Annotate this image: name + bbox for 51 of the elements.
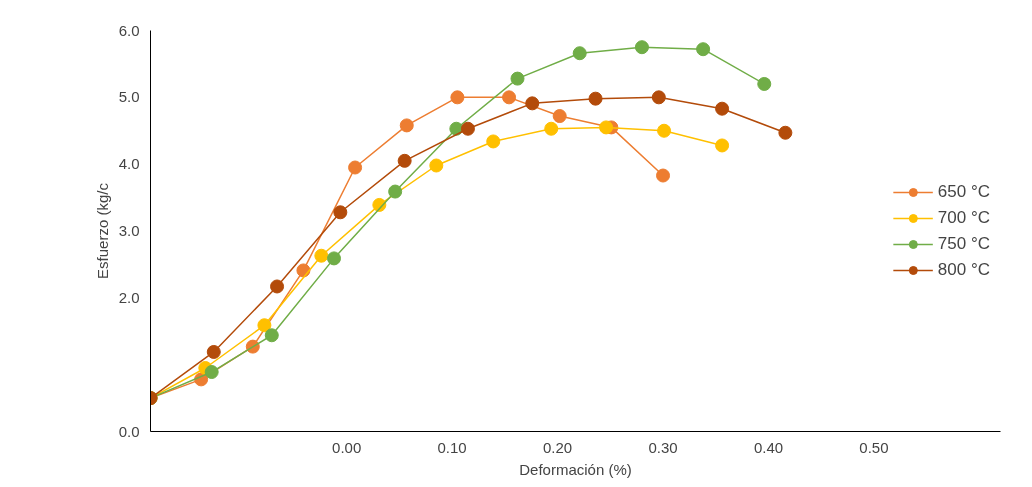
point	[397, 153, 412, 168]
point	[544, 121, 559, 136]
point	[510, 71, 525, 86]
point	[757, 76, 772, 91]
y-tick-label: 3.0	[118, 222, 140, 239]
legend-label: 650 °C	[937, 181, 990, 202]
legend-label: 700 °C	[937, 207, 990, 228]
x-tick-label: 0.40	[753, 438, 784, 456]
point	[206, 344, 221, 359]
point	[388, 184, 403, 199]
point	[502, 90, 517, 105]
point	[634, 40, 649, 55]
x-tick-label: 0.30	[648, 438, 678, 456]
y-tick-label: 4.0	[118, 155, 140, 173]
x-tick-label: 0.10	[437, 438, 467, 456]
point	[204, 365, 219, 380]
point	[257, 318, 272, 333]
point	[552, 109, 567, 124]
legend-label: 750 °C	[937, 233, 990, 254]
point	[399, 118, 414, 133]
point	[450, 90, 465, 105]
point	[696, 42, 711, 57]
point	[264, 328, 279, 343]
point	[778, 125, 793, 140]
legend-label: 800 °C	[937, 259, 990, 280]
point	[270, 279, 285, 294]
x-axis-title: Deformación (%)	[519, 460, 632, 478]
point	[656, 168, 671, 183]
point	[715, 101, 730, 116]
point	[314, 248, 329, 263]
point	[715, 138, 730, 153]
y-tick-label: 2.0	[118, 288, 140, 306]
x-tick-label: 0.20	[542, 438, 573, 456]
point	[572, 46, 587, 61]
point	[327, 251, 341, 266]
y-tick-label: 5.0	[118, 88, 140, 106]
point	[429, 158, 444, 173]
x-tick-label: 0.00	[332, 438, 362, 456]
point	[525, 96, 540, 111]
point	[333, 205, 348, 220]
x-tick-label: 0.50	[859, 438, 889, 456]
point	[588, 91, 603, 106]
point	[657, 123, 672, 138]
point	[599, 120, 614, 135]
point	[486, 134, 501, 149]
point	[460, 121, 475, 136]
y-tick-label: 6.0	[118, 21, 140, 39]
y-axis-title: Esfuerzo (kg/c	[93, 182, 111, 279]
y-tick-label: 0.0	[118, 422, 140, 440]
point	[651, 90, 666, 105]
point	[348, 160, 363, 175]
